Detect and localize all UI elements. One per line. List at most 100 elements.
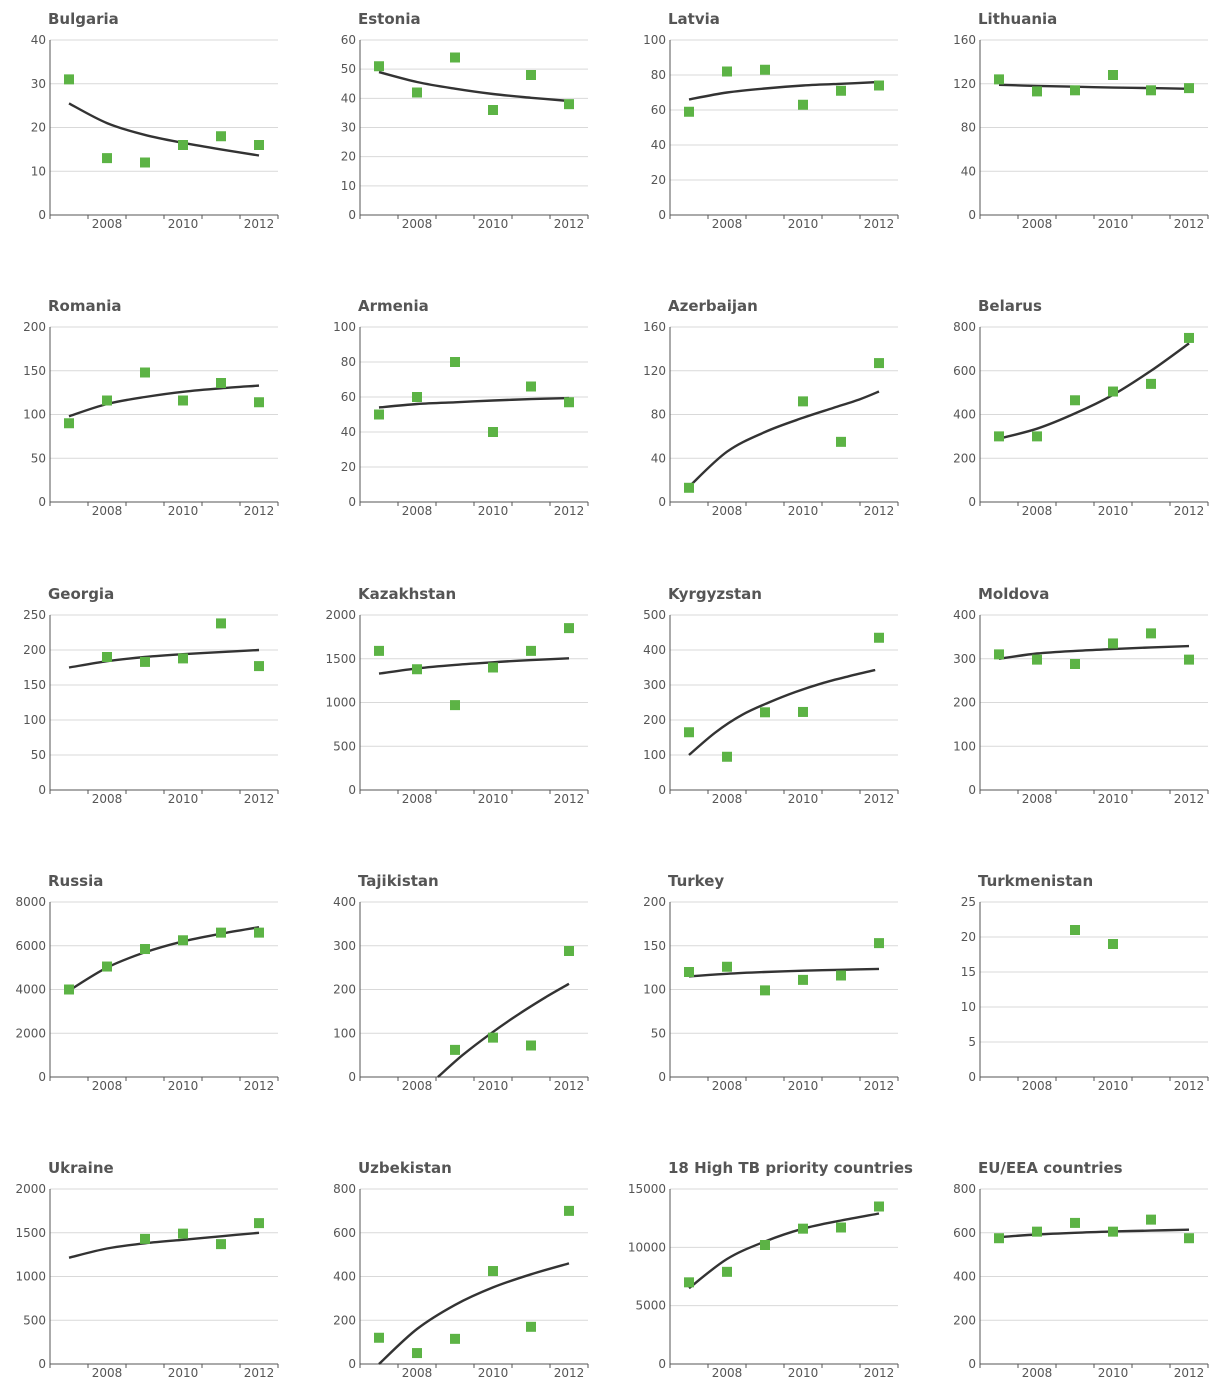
data-point <box>564 1205 574 1216</box>
y-tick-label: 500 <box>23 1313 46 1327</box>
trend-line <box>437 982 570 1078</box>
data-point <box>994 649 1004 660</box>
x-tick-label: 2012 <box>244 217 275 231</box>
x-tick-label: 2010 <box>1098 1366 1129 1380</box>
data-point <box>722 1266 732 1277</box>
data-point <box>564 623 574 634</box>
y-tick-label: 60 <box>651 103 666 117</box>
y-tick-label: 2000 <box>15 1026 46 1040</box>
data-point <box>374 409 384 420</box>
chart-panel: Kazakhstan 0 500 1000 1500 2000 2008 2010 2012 <box>325 585 589 806</box>
x-tick-label: 2008 <box>402 504 433 518</box>
data-point <box>450 357 460 367</box>
data-point <box>412 1348 422 1359</box>
data-point <box>102 961 112 972</box>
y-tick-label: 50 <box>31 451 46 465</box>
y-tick-label: 25 <box>961 895 976 909</box>
trend-line <box>68 648 260 669</box>
data-point <box>488 1266 498 1277</box>
y-tick-label: 160 <box>643 320 666 334</box>
chart-title: Turkey <box>668 872 724 890</box>
x-tick-label: 2010 <box>1098 792 1129 806</box>
chart-title: Bulgaria <box>48 10 119 28</box>
y-tick-label: 6000 <box>15 939 46 953</box>
y-tick-label: 8000 <box>15 895 46 909</box>
x-tick-label: 2010 <box>168 504 199 518</box>
y-tick-label: 1000 <box>325 696 356 710</box>
trend-line <box>68 102 260 157</box>
x-tick-label: 2008 <box>1022 1366 1053 1380</box>
chart-title: Georgia <box>48 585 114 603</box>
data-point <box>564 946 574 956</box>
data-point <box>178 653 188 664</box>
data-point <box>1032 654 1042 665</box>
y-tick-label: 200 <box>953 1313 976 1327</box>
data-point <box>722 961 732 972</box>
data-point <box>64 418 74 429</box>
y-tick-label: 80 <box>341 355 356 369</box>
y-tick-label: 800 <box>953 1182 976 1196</box>
y-tick-label: 0 <box>968 783 976 797</box>
y-tick-label: 1500 <box>15 1226 46 1240</box>
data-point <box>526 645 536 656</box>
chart-panel: Uzbekistan 0 200 400 600 800 2008 2010 2012 <box>333 1159 589 1380</box>
y-tick-label: 2000 <box>15 1182 46 1196</box>
x-tick-label: 2010 <box>168 1079 199 1093</box>
chart-title: Estonia <box>358 10 421 28</box>
y-tick-label: 300 <box>953 652 976 666</box>
trend-line <box>68 926 260 992</box>
y-tick-label: 150 <box>23 678 46 692</box>
data-point <box>412 392 422 402</box>
y-tick-label: 80 <box>961 121 976 135</box>
data-point <box>526 1040 536 1051</box>
data-point <box>254 1218 264 1229</box>
x-tick-label: 2010 <box>788 217 819 231</box>
data-point <box>374 61 384 72</box>
data-point <box>488 105 498 115</box>
data-point <box>994 1233 1004 1244</box>
data-point <box>836 436 846 447</box>
trend-line <box>998 83 1190 90</box>
y-tick-label: 0 <box>658 495 666 509</box>
data-point <box>1184 332 1194 343</box>
chart-title: Armenia <box>358 297 429 315</box>
data-point <box>722 66 732 77</box>
x-tick-label: 2010 <box>788 1079 819 1093</box>
chart-panel: Estonia 0 10 20 30 40 50 60 2008 2010 2012 <box>341 10 589 231</box>
chart-title: Kyrgyzstan <box>668 585 762 603</box>
data-point <box>760 985 770 996</box>
y-tick-label: 15 <box>961 965 976 979</box>
data-point <box>564 397 574 408</box>
data-point <box>1032 431 1042 442</box>
x-tick-label: 2008 <box>712 217 743 231</box>
x-tick-label: 2010 <box>788 792 819 806</box>
y-tick-label: 20 <box>31 121 46 135</box>
y-tick-label: 0 <box>658 1357 666 1371</box>
y-tick-label: 0 <box>38 783 46 797</box>
chart-title: Latvia <box>668 10 720 28</box>
y-tick-label: 120 <box>953 77 976 91</box>
data-point <box>1108 386 1118 397</box>
data-point <box>412 664 422 675</box>
trend-line <box>688 80 880 101</box>
data-point <box>216 131 226 142</box>
y-tick-label: 0 <box>968 208 976 222</box>
x-tick-label: 2010 <box>788 504 819 518</box>
x-tick-label: 2008 <box>712 792 743 806</box>
trend-line <box>998 1228 1190 1239</box>
data-point <box>64 74 74 85</box>
data-point <box>216 1239 226 1250</box>
data-point <box>140 944 150 955</box>
data-point <box>1184 83 1194 94</box>
data-point <box>874 938 884 949</box>
data-point <box>488 1032 498 1043</box>
data-point <box>254 397 264 408</box>
data-point <box>874 632 884 643</box>
x-tick-label: 2012 <box>554 504 585 518</box>
y-tick-label: 200 <box>953 451 976 465</box>
y-tick-label: 100 <box>23 713 46 727</box>
y-tick-label: 160 <box>953 33 976 47</box>
data-point <box>760 707 770 718</box>
data-point <box>488 662 498 673</box>
